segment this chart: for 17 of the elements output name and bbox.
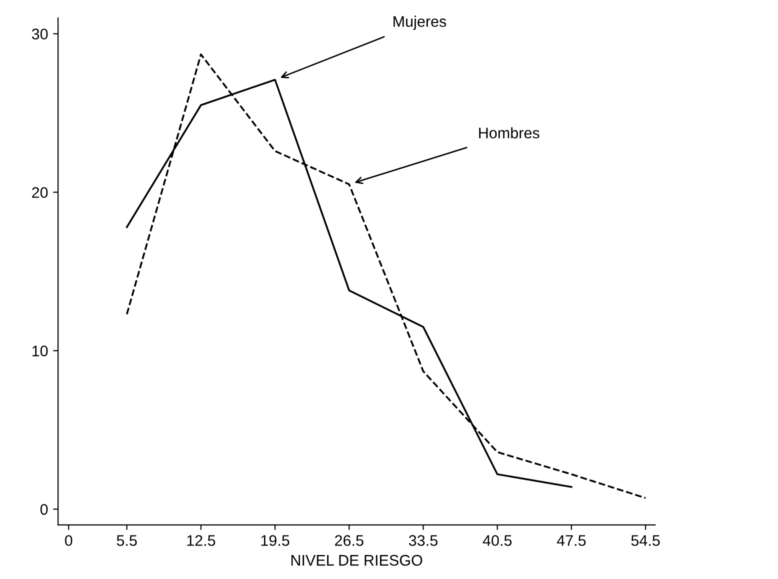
x-tick-label: 26.5 <box>335 535 364 546</box>
x-tick-label: 12.5 <box>187 535 216 546</box>
annotation: Mujeres <box>394 16 446 30</box>
x-axis-title: NIVEL DE RIESGO <box>291 554 422 566</box>
x-tick-label: 5.5 <box>116 535 137 546</box>
annotation: Hombres <box>479 127 540 138</box>
line-series <box>126 53 646 499</box>
x-tick-label: 33.5 <box>408 535 438 546</box>
x-tick-label: 40.5 <box>482 535 512 546</box>
y-tick-label: 20 <box>32 187 48 198</box>
y-tick-label: 10 <box>32 346 48 356</box>
x-tick-label: 47.5 <box>556 535 586 546</box>
y-tick-label: 0 <box>40 504 48 515</box>
y-tick-label: 30 <box>32 28 48 40</box>
x-tick-label: 54.5 <box>631 535 660 546</box>
x-tick-label: 19.5 <box>261 535 290 546</box>
x-tick-label: 0 <box>64 535 72 546</box>
